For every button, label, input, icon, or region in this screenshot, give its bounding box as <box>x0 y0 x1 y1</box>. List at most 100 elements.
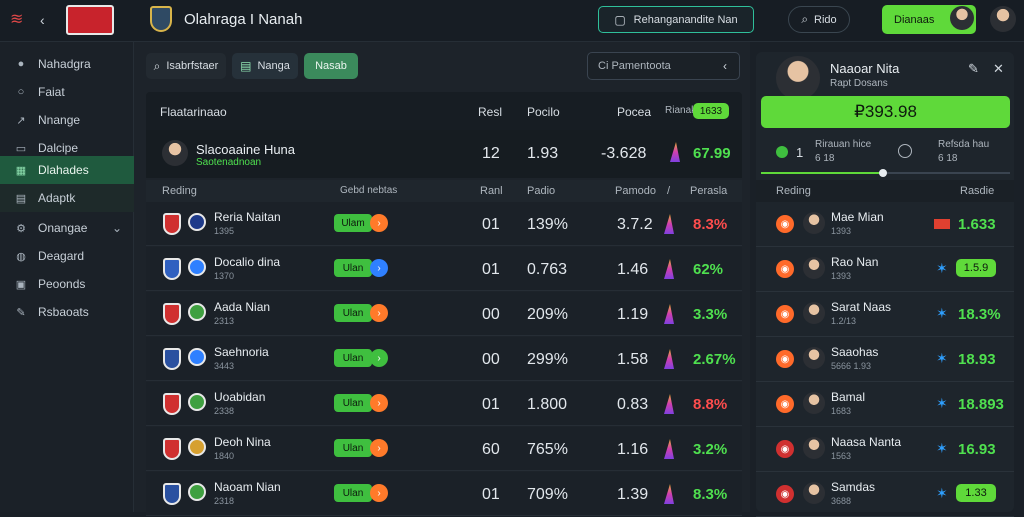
filter-tab-nanga[interactable]: ▤ Nanga <box>232 53 298 79</box>
search-icon: ○ <box>17 86 25 98</box>
filter-input[interactable]: Ci Pamentoota ‹ <box>587 52 740 80</box>
match-name: Deoh Nina <box>214 435 271 449</box>
panel-user-name: Naaoar Nita <box>830 61 900 76</box>
player-avatar <box>803 257 825 279</box>
panel-list-item[interactable] <box>756 427 1014 472</box>
table-top-header <box>146 92 742 130</box>
panel-list-item[interactable] <box>756 247 1014 292</box>
panel-user-sub: Rapt Dosans <box>830 78 888 89</box>
match-name: Naoam Nian <box>214 480 281 494</box>
panel-list-item[interactable] <box>756 202 1014 247</box>
team-home-crest-icon <box>163 438 181 460</box>
stat1-value: 1 <box>796 145 804 160</box>
status-badge[interactable]: Ulan <box>334 484 372 502</box>
star-icon: ✶ <box>936 305 948 321</box>
match-col2: 709% <box>527 486 568 503</box>
star-icon: ✶ <box>936 440 948 456</box>
status-badge[interactable]: Ulan <box>334 394 372 412</box>
header-badge: 1633 <box>693 103 729 119</box>
match-col1: 01 <box>482 216 500 233</box>
table-row[interactable] <box>146 427 742 471</box>
cta-avatar <box>950 6 974 30</box>
filter-search-tab[interactable]: ⌕ Isabrfstaer <box>146 53 226 79</box>
sidebar-item-5[interactable]: ▤ Adaptk <box>0 184 134 212</box>
team-home-crest-icon <box>163 348 181 370</box>
sidebar-item-8[interactable]: ▣ Peoonds <box>15 277 86 291</box>
sidebar-item-1[interactable]: ○ Faiat <box>0 78 134 106</box>
sidebar-item-0[interactable]: ● Nahadgra <box>0 50 134 78</box>
match-sub: 3443 <box>214 361 235 371</box>
match-col2: 139% <box>527 216 568 233</box>
table-title: Flaatarinaao <box>160 105 227 119</box>
back-icon[interactable]: ‹ <box>40 12 45 28</box>
menu-icon[interactable]: ≋ <box>10 11 24 28</box>
tag-icon: ✎ <box>16 306 26 319</box>
stat1-icon <box>776 146 788 158</box>
match-col3: 0.83 <box>617 396 649 413</box>
subheader-c0: Gebd nebtas <box>340 185 398 196</box>
sidebar-item-4[interactable]: ▦ Dlahades <box>0 156 134 184</box>
panel-list-item[interactable] <box>756 382 1014 427</box>
status-badge[interactable]: Ulan <box>334 304 372 322</box>
table-row[interactable] <box>146 247 742 291</box>
status-dot-icon: › <box>370 439 388 457</box>
status-badge[interactable]: Ulan <box>334 349 372 367</box>
chart-icon: ↗ <box>16 114 26 127</box>
header-col2: Pocilo <box>527 105 560 119</box>
app-title: Olahraga I Nanah <box>184 11 303 28</box>
stat2-sub: 6 18 <box>938 153 958 164</box>
table-row[interactable] <box>146 472 742 516</box>
featured-name: Slacoaaine Huna <box>196 142 296 157</box>
featured-row[interactable] <box>146 130 742 178</box>
status-badge[interactable]: Ulan <box>334 259 372 277</box>
sidebar-item-6[interactable]: ⚙ Onangae ⌄ <box>0 214 134 242</box>
match-col2: 765% <box>527 441 568 458</box>
table-row[interactable] <box>146 337 742 381</box>
player-avatar <box>803 212 825 234</box>
sidebar-item-7[interactable]: ◍ Deagard <box>0 242 134 270</box>
user-avatar[interactable] <box>990 6 1016 32</box>
panel-item-value: 18.893 <box>958 396 1004 413</box>
panel-item-value: 16.93 <box>958 441 996 458</box>
match-col3: 1.46 <box>617 261 649 278</box>
filter-tab-active[interactable]: Nasab <box>304 53 358 79</box>
match-pct: 3.3% <box>693 306 728 323</box>
table-row[interactable] <box>146 202 742 246</box>
table-row[interactable] <box>146 292 742 336</box>
close-icon[interactable]: ✕ <box>993 61 1004 76</box>
header-filter-button[interactable]: ⌕ Rido <box>788 6 850 33</box>
brand-logo[interactable] <box>66 5 114 35</box>
subheader-c4: / <box>667 185 671 197</box>
match-col1: 00 <box>482 351 500 368</box>
team-home-crest-icon <box>163 213 181 235</box>
header-badge-label: Rianak <box>665 105 697 116</box>
match-col1: 01 <box>482 261 500 278</box>
panel-list-item[interactable] <box>756 292 1014 337</box>
subheader-label: Reding <box>162 185 197 197</box>
match-col1: 01 <box>482 486 500 503</box>
club-crest-icon <box>150 6 172 32</box>
table-row[interactable] <box>146 382 742 426</box>
player-avatar <box>803 482 825 504</box>
panel-progress-handle[interactable] <box>879 169 887 177</box>
panel-list-item[interactable] <box>756 337 1014 382</box>
edit-icon[interactable]: ✎ <box>968 61 979 76</box>
info-icon[interactable] <box>898 144 912 158</box>
header-search-button[interactable]: ▢ Rehanganandite Nan <box>598 6 754 33</box>
status-dot-icon: › <box>370 304 388 322</box>
team-away-crest-icon <box>188 213 206 231</box>
message-icon: ▭ <box>15 142 27 155</box>
status-badge[interactable]: Ulan <box>334 439 372 457</box>
panel-item-name: Naasa Nanta <box>831 435 902 449</box>
trend-icon <box>664 349 674 369</box>
status-badge[interactable]: Ulam <box>334 214 372 232</box>
match-sub: 1370 <box>214 271 235 281</box>
balance-button[interactable]: ₽393.98 <box>761 96 1010 128</box>
sidebar-item-2[interactable]: ↗ Nnange <box>0 106 134 134</box>
team-away-crest-icon <box>188 438 206 456</box>
sidebar-item-3[interactable]: ▭ Dalcipe <box>15 141 79 155</box>
search-icon: ⌕ <box>153 58 161 73</box>
sidebar-item-9[interactable]: ✎ Rsbaoats <box>0 298 134 326</box>
subheader-c1: Ranl <box>480 185 503 197</box>
match-col1: 00 <box>482 306 500 323</box>
